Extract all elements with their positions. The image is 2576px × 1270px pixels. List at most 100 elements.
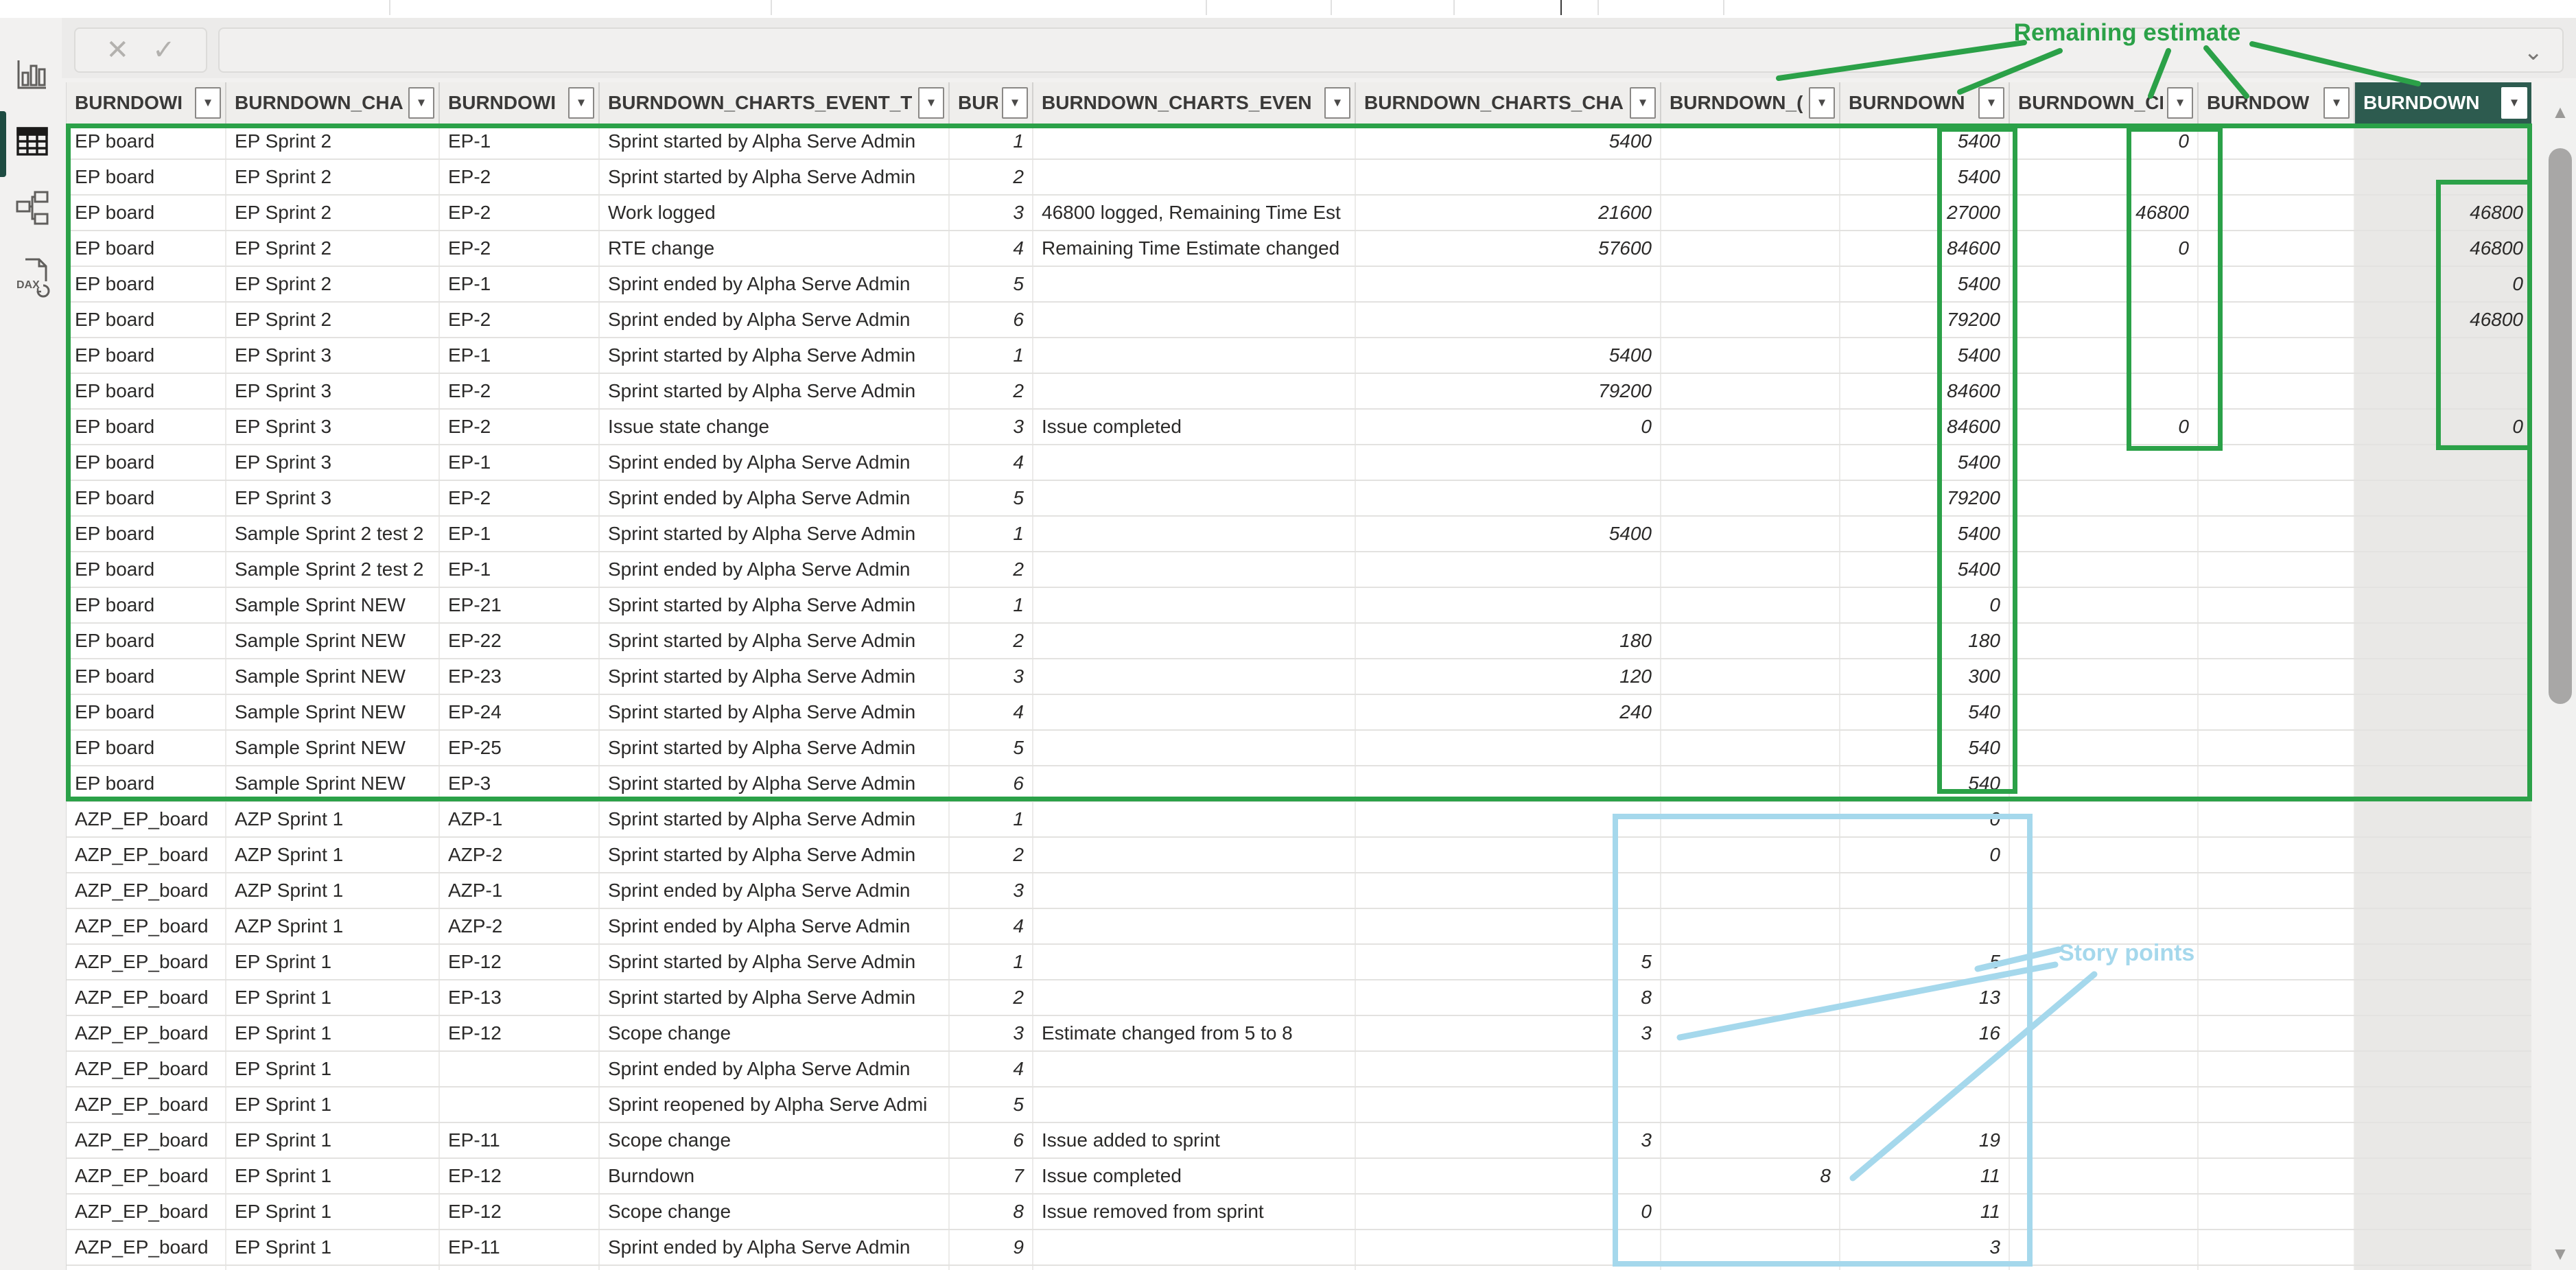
table-cell[interactable] (226, 1265, 440, 1270)
table-cell[interactable] (2354, 1194, 2531, 1230)
table-cell[interactable]: EP-2 (439, 195, 600, 231)
table-cell[interactable] (1661, 766, 1840, 802)
table-cell[interactable]: EP-11 (439, 1122, 600, 1159)
table-cell[interactable] (1355, 1265, 1661, 1270)
table-cell[interactable]: AZP-2 (439, 908, 600, 945)
table-cell[interactable] (2198, 801, 2355, 838)
table-cell[interactable] (1033, 694, 1356, 731)
table-cell[interactable]: Sprint ended by Alpha Serve Admin (599, 480, 950, 517)
table-cell[interactable] (1661, 159, 1840, 196)
table-cell[interactable] (1033, 338, 1356, 374)
table-cell[interactable] (2009, 587, 2199, 624)
filter-dropdown-icon[interactable]: ▼ (408, 86, 434, 119)
table-cell[interactable]: Sample Sprint NEW (226, 694, 440, 731)
table-cell[interactable] (2009, 837, 2199, 873)
table-cell[interactable] (2354, 801, 2531, 838)
table-cell[interactable] (1033, 159, 1356, 196)
table-cell[interactable]: EP board (67, 766, 226, 802)
table-cell[interactable]: Sprint reopened by Alpha Serve Admi (599, 1087, 950, 1123)
column-header-9[interactable]: BURNDOWN_CI ▼ (2009, 82, 2199, 124)
table-cell[interactable] (2009, 1015, 2199, 1052)
table-cell[interactable] (2198, 1230, 2355, 1266)
table-cell[interactable]: Sprint started by Alpha Serve Admin (599, 837, 950, 873)
table-cell[interactable] (2009, 1158, 2199, 1195)
table-cell[interactable] (1033, 873, 1356, 909)
table-cell[interactable] (1661, 837, 1840, 873)
table-cell[interactable] (1355, 159, 1661, 196)
table-cell[interactable]: 5400 (1840, 159, 2010, 196)
table-cell[interactable] (2009, 980, 2199, 1016)
table-cell[interactable] (1661, 944, 1840, 980)
table-cell[interactable]: EP board (67, 516, 226, 552)
scroll-down-icon[interactable]: ▼ (2551, 1243, 2569, 1264)
table-cell[interactable]: Sprint ended by Alpha Serve Admin (599, 873, 950, 909)
table-cell[interactable]: 6 (949, 302, 1033, 338)
table-cell[interactable] (1033, 1051, 1356, 1087)
table-cell[interactable]: AZP_EP_board (67, 1230, 226, 1266)
table-cell[interactable] (1661, 801, 1840, 838)
table-cell[interactable]: 1 (949, 338, 1033, 374)
table-cell[interactable] (2198, 266, 2355, 303)
model-view-icon[interactable] (16, 191, 49, 225)
table-cell[interactable] (1355, 1230, 1661, 1266)
scrollbar-thumb[interactable] (2549, 148, 2572, 704)
table-cell[interactable] (1355, 587, 1661, 624)
table-cell[interactable] (1355, 480, 1661, 517)
table-cell[interactable] (1661, 195, 1840, 231)
table-cell[interactable]: Estimate changed from 5 to 8 (1033, 1015, 1356, 1052)
table-cell[interactable]: AZP_EP_board (67, 1051, 226, 1087)
table-cell[interactable]: 84600 (1840, 373, 2010, 410)
table-cell[interactable]: 300 (1840, 659, 2010, 695)
table-cell[interactable] (1661, 1230, 1840, 1266)
table-cell[interactable]: Sample Sprint NEW (226, 623, 440, 659)
column-header-1[interactable]: BURNDOWN_CHA ▼ (226, 82, 440, 124)
table-cell[interactable]: EP board (67, 694, 226, 731)
table-cell[interactable]: AZP_EP_board (67, 837, 226, 873)
table-cell[interactable] (1355, 302, 1661, 338)
table-cell[interactable] (2354, 1087, 2531, 1123)
table-cell[interactable]: 79200 (1355, 373, 1661, 410)
table-cell[interactable] (2354, 1051, 2531, 1087)
table-cell[interactable] (2009, 623, 2199, 659)
table-cell[interactable]: 46800 (2009, 195, 2199, 231)
table-cell[interactable]: 13 (1840, 980, 2010, 1016)
table-cell[interactable] (1661, 1015, 1840, 1052)
table-cell[interactable] (1355, 801, 1661, 838)
table-cell[interactable]: AZP_EP_board (67, 908, 226, 945)
table-cell[interactable]: Work logged (599, 195, 950, 231)
table-cell[interactable] (2198, 445, 2355, 481)
table-cell[interactable] (1355, 1087, 1661, 1123)
table-cell[interactable] (439, 1051, 600, 1087)
table-cell[interactable] (1661, 373, 1840, 410)
filter-dropdown-icon[interactable]: ▼ (1978, 86, 2004, 119)
table-cell[interactable] (1840, 908, 2010, 945)
table-cell[interactable] (1033, 552, 1356, 588)
table-cell[interactable]: 5 (949, 1087, 1033, 1123)
table-cell[interactable]: EP Sprint 1 (226, 980, 440, 1016)
table-cell[interactable]: 21600 (1355, 195, 1661, 231)
table-cell[interactable]: EP Sprint 2 (226, 159, 440, 196)
table-cell[interactable] (1661, 552, 1840, 588)
table-cell[interactable]: EP-1 (439, 552, 600, 588)
table-cell[interactable]: 46800 logged, Remaining Time Est (1033, 195, 1356, 231)
table-cell[interactable]: EP-1 (439, 266, 600, 303)
table-cell[interactable]: AZP_EP_board (67, 1015, 226, 1052)
table-cell[interactable] (2354, 587, 2531, 624)
table-cell[interactable] (2198, 159, 2355, 196)
column-header-8[interactable]: BURNDOWN ▼ (1840, 82, 2010, 124)
table-cell[interactable]: 0 (1355, 1194, 1661, 1230)
table-cell[interactable]: Sprint started by Alpha Serve Admin (599, 694, 950, 731)
table-cell[interactable]: Sample Sprint 2 test 2 (226, 552, 440, 588)
table-cell[interactable] (2354, 659, 2531, 695)
table-cell[interactable]: 5400 (1355, 516, 1661, 552)
table-cell[interactable] (2009, 1087, 2199, 1123)
table-cell[interactable] (2354, 516, 2531, 552)
table-cell[interactable]: AZP_EP_board (67, 801, 226, 838)
table-cell[interactable] (2354, 1265, 2531, 1270)
table-cell[interactable] (1661, 587, 1840, 624)
table-cell[interactable] (2198, 338, 2355, 374)
table-cell[interactable]: AZP-1 (439, 801, 600, 838)
table-cell[interactable]: RTE change (599, 231, 950, 267)
table-cell[interactable] (2354, 1015, 2531, 1052)
table-cell[interactable] (2198, 980, 2355, 1016)
